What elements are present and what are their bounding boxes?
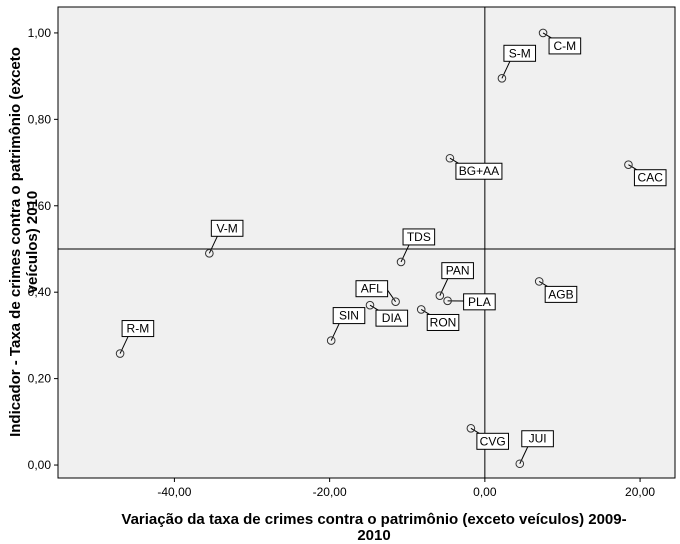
point-marker bbox=[416, 305, 426, 314]
data-point-c-m: C-M bbox=[538, 28, 582, 55]
point-label: CVG bbox=[480, 434, 506, 448]
label-leader-line bbox=[330, 323, 340, 341]
point-marker bbox=[497, 73, 507, 83]
y-axis-label-line-1: Indicador - Taxa de crimes contra o patr… bbox=[7, 47, 24, 437]
point-label: PAN bbox=[446, 264, 470, 278]
data-point-cac: CAC bbox=[624, 160, 667, 187]
point-label-box bbox=[121, 320, 155, 338]
point-marker bbox=[391, 297, 400, 306]
y-tick-label: 0,80 bbox=[28, 112, 52, 126]
y-tick-label: 0,20 bbox=[28, 372, 52, 386]
point-label: BG+AA bbox=[459, 164, 499, 178]
plot-area bbox=[57, 6, 676, 479]
data-point-tds: TDS bbox=[396, 228, 436, 267]
y-tick-label: 0,40 bbox=[28, 285, 52, 299]
point-label: CAC bbox=[638, 171, 664, 185]
point-marker bbox=[326, 336, 336, 345]
points-layer: C-M S-M BG+AA CAC V-M TDS AGB PAN AFL PLA DIA RON SI… bbox=[115, 28, 667, 469]
point-label: SIN bbox=[339, 309, 359, 323]
data-point-cvg: CVG bbox=[466, 424, 509, 450]
point-marker bbox=[445, 153, 455, 163]
point-label: V-M bbox=[216, 221, 237, 235]
label-leader-line bbox=[519, 446, 529, 464]
label-leader-line bbox=[439, 278, 449, 296]
point-label-box bbox=[375, 309, 409, 327]
point-label-box bbox=[548, 37, 582, 55]
point-label-box bbox=[633, 169, 667, 187]
point-label: R-M bbox=[127, 322, 150, 336]
reference-lines bbox=[58, 7, 675, 478]
x-tick-label: 0,00 bbox=[473, 485, 497, 499]
y-axis: 0,00 0,20 0,40 0,60 0,80 1,00 bbox=[28, 26, 58, 472]
point-label-box bbox=[503, 44, 537, 62]
point-marker bbox=[396, 257, 406, 267]
point-label-box bbox=[455, 162, 503, 180]
point-label-box bbox=[210, 219, 244, 237]
data-point-bg-aa: BG+AA bbox=[445, 153, 503, 180]
point-marker bbox=[624, 160, 633, 170]
data-point-afl: AFL bbox=[355, 280, 400, 306]
x-axis-label-line-1: Variação da taxa de crimes contra o patr… bbox=[121, 511, 626, 528]
point-marker bbox=[435, 291, 445, 300]
point-marker bbox=[538, 28, 548, 38]
data-point-dia: DIA bbox=[365, 300, 409, 327]
point-marker bbox=[115, 349, 125, 358]
point-label-box bbox=[521, 430, 554, 448]
point-label-box bbox=[544, 285, 578, 303]
point-label-box bbox=[355, 280, 389, 298]
point-label: AGB bbox=[548, 287, 573, 301]
data-point-s-m: S-M bbox=[497, 44, 537, 83]
point-marker bbox=[534, 277, 544, 286]
label-leader-line bbox=[400, 244, 410, 263]
data-point-agb: AGB bbox=[534, 277, 578, 303]
point-label: AFL bbox=[361, 282, 383, 296]
label-leader-line bbox=[501, 61, 511, 79]
label-leader-line bbox=[119, 336, 129, 354]
x-tick-label: -40,00 bbox=[157, 485, 191, 499]
x-tick-label: 20,00 bbox=[625, 485, 655, 499]
y-tick-label: 0,00 bbox=[28, 458, 52, 472]
data-point-jui: JUI bbox=[515, 430, 554, 469]
point-label: S-M bbox=[509, 46, 531, 60]
point-marker bbox=[466, 424, 476, 433]
x-axis-label-line-2: 2010 bbox=[357, 527, 390, 544]
point-label: TDS bbox=[407, 230, 431, 244]
point-label: DIA bbox=[382, 311, 402, 325]
label-leader-line bbox=[208, 236, 218, 254]
y-axis-label-line-2: veículos) 2010 bbox=[24, 191, 41, 294]
data-point-v-m: V-M bbox=[205, 219, 244, 258]
y-tick-label: 0,60 bbox=[28, 199, 52, 213]
data-point-pla: PLA bbox=[443, 293, 496, 311]
point-label-box bbox=[332, 307, 366, 325]
point-label: PLA bbox=[468, 295, 491, 309]
point-label-box bbox=[402, 228, 436, 246]
point-label-box bbox=[476, 432, 509, 450]
point-marker bbox=[205, 249, 214, 258]
point-label: C-M bbox=[554, 39, 577, 53]
point-label: JUI bbox=[529, 432, 547, 446]
point-label-box bbox=[426, 313, 460, 331]
data-point-sin: SIN bbox=[326, 307, 366, 345]
data-point-pan: PAN bbox=[435, 262, 474, 300]
point-marker bbox=[443, 296, 452, 306]
x-tick-label: -20,00 bbox=[313, 485, 347, 499]
point-label-box bbox=[441, 262, 474, 280]
point-label-box bbox=[463, 293, 496, 311]
point-marker bbox=[515, 459, 525, 469]
data-point-r-m: R-M bbox=[115, 320, 155, 358]
y-tick-label: 1,00 bbox=[28, 26, 52, 40]
label-leader-line bbox=[387, 290, 397, 302]
point-label: RON bbox=[430, 315, 457, 329]
point-marker bbox=[365, 300, 375, 310]
data-point-ron: RON bbox=[416, 305, 460, 331]
x-axis: -40,00 -20,00 0,00 20,00 bbox=[157, 478, 655, 499]
